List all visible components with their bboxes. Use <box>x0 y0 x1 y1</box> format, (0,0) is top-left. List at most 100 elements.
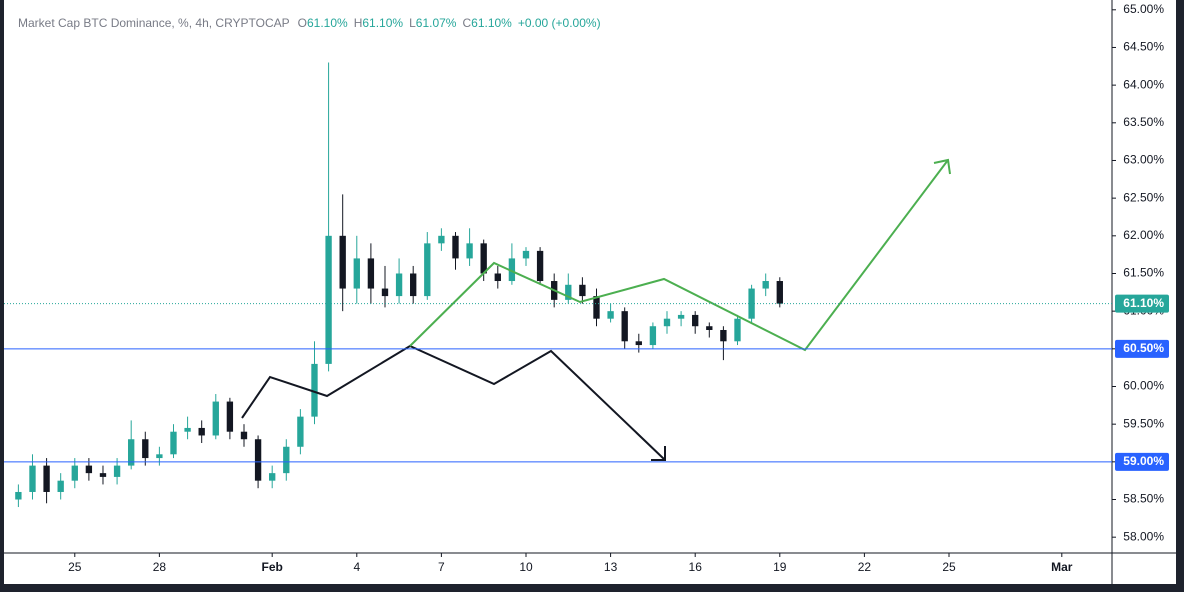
candle-body <box>579 284 586 297</box>
candle-body <box>424 243 431 297</box>
candle-body <box>43 465 50 492</box>
y-tick-label: 60.00% <box>1123 379 1164 393</box>
chart-title: Market Cap BTC Dominance, %, 4h, CRYPTOC… <box>18 16 290 30</box>
candle-body <box>607 311 614 319</box>
candle-body <box>85 465 93 474</box>
x-tick-label: 4 <box>353 560 360 574</box>
x-tick-label: 19 <box>773 560 787 574</box>
x-tick-label: 7 <box>438 560 445 574</box>
candle-body <box>142 439 149 459</box>
candle-body <box>240 431 248 440</box>
x-tick-label: 25 <box>68 560 82 574</box>
candle-body <box>212 401 219 436</box>
candle-body <box>621 311 628 342</box>
candle-body <box>762 281 769 289</box>
candle-body <box>198 427 205 436</box>
ohlc-label: H <box>354 16 363 30</box>
candle-body <box>156 454 163 459</box>
candle-body <box>311 363 318 417</box>
x-tick-label: Mar <box>1051 560 1073 574</box>
price-badge <box>1115 452 1169 471</box>
x-tick-label: 10 <box>519 560 533 574</box>
y-tick-label: 61.50% <box>1123 266 1164 280</box>
candle-body <box>494 273 501 282</box>
candle-body <box>283 446 290 474</box>
y-tick-label: 64.00% <box>1123 77 1164 91</box>
x-tick-label: Feb <box>262 560 283 574</box>
arrow-head <box>933 158 951 175</box>
x-tick-label: 28 <box>153 560 167 574</box>
ohlc-value: 61.10% <box>471 16 512 30</box>
change-value: +0.00 (+0.00%) <box>518 16 601 30</box>
chart-header: Market Cap BTC Dominance, %, 4h, CRYPTOC… <box>18 16 601 30</box>
x-tick-label: 13 <box>604 560 618 574</box>
candle-body <box>339 235 346 289</box>
candle-body <box>720 329 727 342</box>
arrow-head <box>651 446 666 461</box>
candle-body <box>128 439 135 466</box>
candle-body <box>410 273 417 297</box>
candle-body <box>113 465 121 477</box>
candle-body <box>29 465 36 492</box>
candle-body <box>663 318 671 327</box>
candle-body <box>15 491 22 500</box>
ohlc-label: L <box>409 16 416 30</box>
candle-body <box>692 314 699 327</box>
y-tick-label: 64.50% <box>1123 40 1164 54</box>
candle-body <box>565 284 572 300</box>
y-tick-label: 62.50% <box>1123 190 1164 204</box>
y-tick-label: 59.50% <box>1123 416 1164 430</box>
candle-body <box>381 288 389 297</box>
candle-body <box>536 250 544 282</box>
candle-body <box>466 243 473 259</box>
price-badge <box>1115 339 1169 358</box>
x-tick-label: 16 <box>689 560 703 574</box>
ohlc-label: C <box>462 16 471 30</box>
ohlc-value: 61.07% <box>416 16 457 30</box>
y-tick-label: 58.00% <box>1123 529 1164 543</box>
chart-background <box>4 0 1176 584</box>
candle-body <box>508 258 516 282</box>
y-tick-label: 65.00% <box>1123 2 1164 16</box>
candle-body <box>522 250 530 259</box>
candle-body <box>452 235 459 259</box>
y-tick-label: 63.00% <box>1123 153 1164 167</box>
ohlc-value: 61.10% <box>362 16 403 30</box>
candle-body <box>367 258 375 289</box>
y-tick-label: 63.50% <box>1123 115 1164 129</box>
candle-body <box>184 427 191 432</box>
candle-body <box>593 296 600 319</box>
pattern-line <box>409 159 949 352</box>
candle-body <box>635 341 642 346</box>
candle-body <box>776 281 783 304</box>
ohlc-value: 61.10% <box>307 16 348 30</box>
candle-body <box>395 273 403 297</box>
candle-body <box>677 314 685 319</box>
candle-body <box>71 465 78 481</box>
candle-body <box>99 473 107 477</box>
candle-body <box>57 480 64 492</box>
x-tick-label: 22 <box>858 560 872 574</box>
candle-body <box>734 318 741 342</box>
price-badge-label: 60.50% <box>1123 341 1164 355</box>
candle-body <box>269 473 276 481</box>
price-badge-label: 59.00% <box>1123 454 1164 468</box>
candle-body <box>438 235 445 244</box>
price-badge <box>1115 294 1169 313</box>
candle-body <box>226 401 234 432</box>
drawing-green <box>409 158 951 352</box>
price-badge-label: 61.10% <box>1123 296 1164 310</box>
candle-body <box>254 439 262 481</box>
candle-body <box>649 326 657 346</box>
x-tick-label: 25 <box>942 560 956 574</box>
y-tick-label: 58.50% <box>1123 492 1164 506</box>
ohlc-label: O <box>298 16 307 30</box>
y-tick-label: 62.00% <box>1123 228 1164 242</box>
candle-body <box>325 235 332 364</box>
candle-body <box>297 416 304 447</box>
candle-body <box>706 326 713 330</box>
candle-body <box>170 431 177 455</box>
candle-body <box>353 258 360 289</box>
candle-body <box>480 243 487 274</box>
